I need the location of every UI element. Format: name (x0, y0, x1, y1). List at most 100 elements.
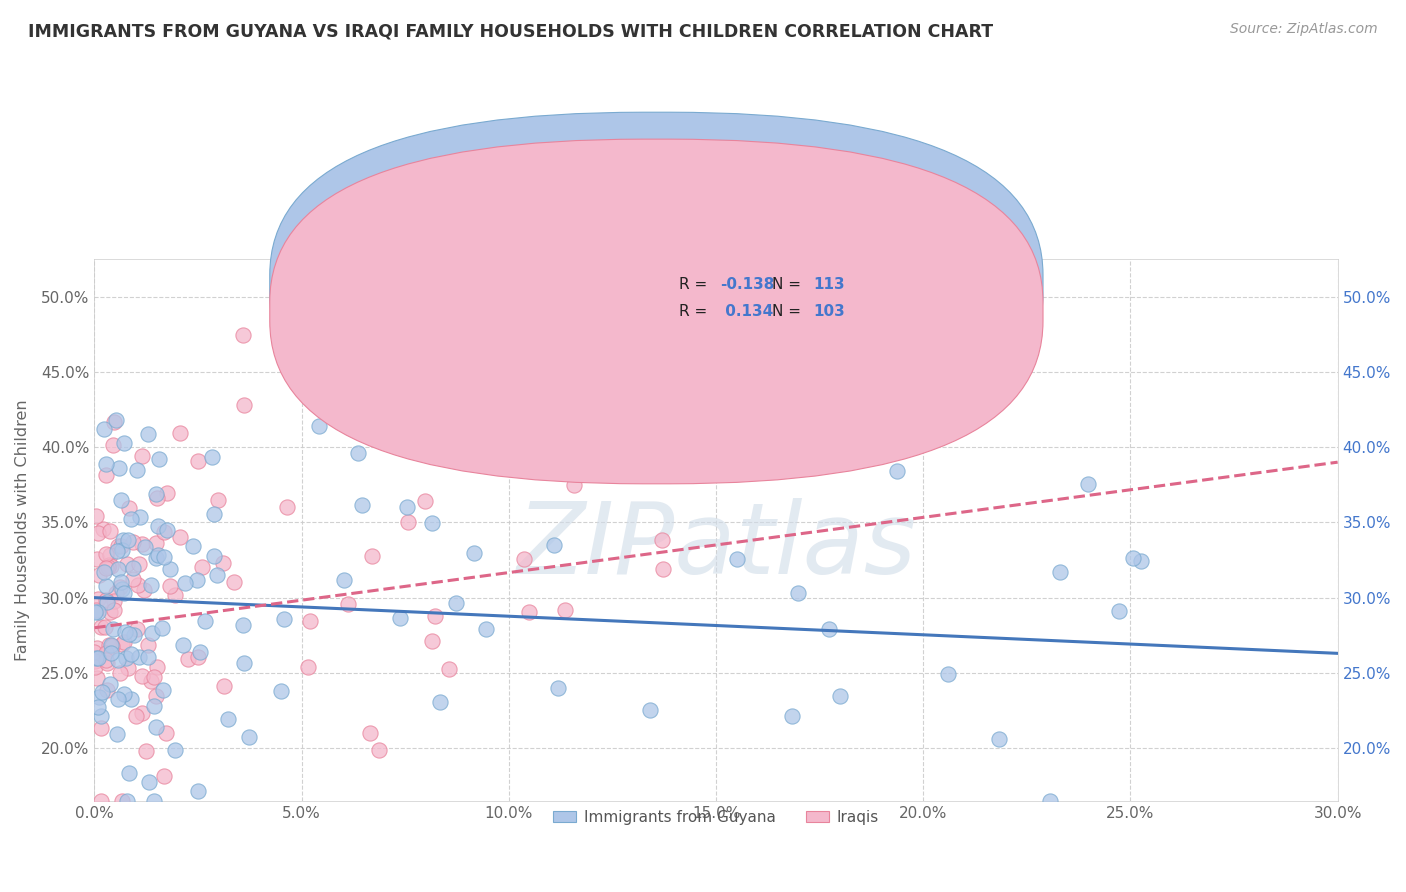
Point (112, 634, 135, 648)
Point (96, 468, 118, 483)
Point (101, 438, 124, 452)
Point (638, 703, 661, 717)
Point (100, 548, 122, 562)
Point (169, 530, 191, 544)
Point (120, 691, 142, 706)
Point (96, 682, 118, 697)
Point (138, 775, 160, 789)
Point (139, 578, 162, 592)
Point (127, 578, 149, 592)
FancyBboxPatch shape (270, 112, 1043, 457)
Point (108, 580, 131, 594)
Point (131, 450, 153, 464)
Point (1039, 794, 1062, 808)
Point (100, 558, 122, 573)
Point (153, 524, 176, 539)
Point (103, 415, 125, 429)
Point (94, 646, 117, 660)
Text: R =: R = (679, 277, 711, 292)
Point (112, 533, 135, 548)
Point (122, 628, 145, 642)
Point (117, 533, 139, 547)
Point (201, 450, 224, 465)
Point (186, 573, 208, 587)
Point (333, 574, 356, 588)
Point (388, 610, 411, 624)
Point (169, 426, 191, 441)
Point (513, 552, 536, 566)
Point (1077, 476, 1099, 491)
Text: Source: ZipAtlas.com: Source: ZipAtlas.com (1230, 22, 1378, 37)
Point (94, 579, 117, 593)
Point (96, 547, 118, 561)
Point (886, 464, 908, 478)
Point (350, 499, 373, 513)
Point (238, 731, 260, 745)
Text: R =: R = (679, 304, 711, 319)
Point (107, 652, 129, 666)
Point (100, 605, 122, 619)
FancyBboxPatch shape (270, 139, 1043, 483)
Point (107, 544, 129, 558)
Point (100, 646, 122, 660)
Point (110, 637, 132, 651)
Point (87, 651, 110, 665)
Point (105, 413, 128, 427)
Point (131, 669, 153, 683)
Point (187, 650, 209, 665)
Point (186, 783, 208, 797)
Point (422, 633, 444, 648)
Point (420, 516, 443, 530)
Point (936, 667, 959, 681)
Point (105, 727, 128, 741)
Point (396, 500, 419, 515)
Point (86, 641, 108, 656)
Point (128, 558, 150, 572)
Point (308, 419, 330, 434)
Point (463, 546, 485, 560)
Point (396, 515, 419, 529)
Point (141, 625, 163, 640)
Point (191, 560, 214, 574)
Point (114, 651, 136, 665)
Point (212, 680, 235, 694)
Point (437, 662, 460, 676)
Point (111, 582, 134, 597)
Point (181, 539, 204, 553)
Point (142, 794, 165, 808)
Point (136, 638, 159, 652)
Point (150, 621, 173, 635)
Point (564, 458, 586, 473)
Point (143, 670, 166, 684)
Point (108, 461, 131, 475)
Point (111, 794, 134, 808)
Point (94, 561, 117, 575)
Point (107, 539, 129, 553)
Point (142, 699, 165, 714)
Point (108, 665, 131, 680)
Point (122, 561, 145, 575)
Point (115, 794, 138, 808)
Point (120, 512, 142, 526)
Point (110, 575, 132, 590)
Point (270, 683, 292, 698)
Point (190, 645, 212, 659)
Point (90, 721, 112, 735)
Point (172, 638, 194, 652)
Point (276, 500, 298, 515)
Point (177, 652, 200, 666)
Point (96, 656, 118, 670)
Point (114, 624, 136, 639)
Point (122, 535, 145, 549)
Point (136, 649, 159, 664)
Point (84, 603, 107, 617)
Point (107, 562, 129, 576)
Point (1108, 603, 1130, 617)
Point (651, 533, 673, 548)
Point (232, 397, 254, 411)
Point (818, 622, 841, 636)
Point (93, 566, 115, 580)
Point (787, 585, 810, 599)
Point (83, 605, 105, 619)
Point (187, 454, 209, 468)
